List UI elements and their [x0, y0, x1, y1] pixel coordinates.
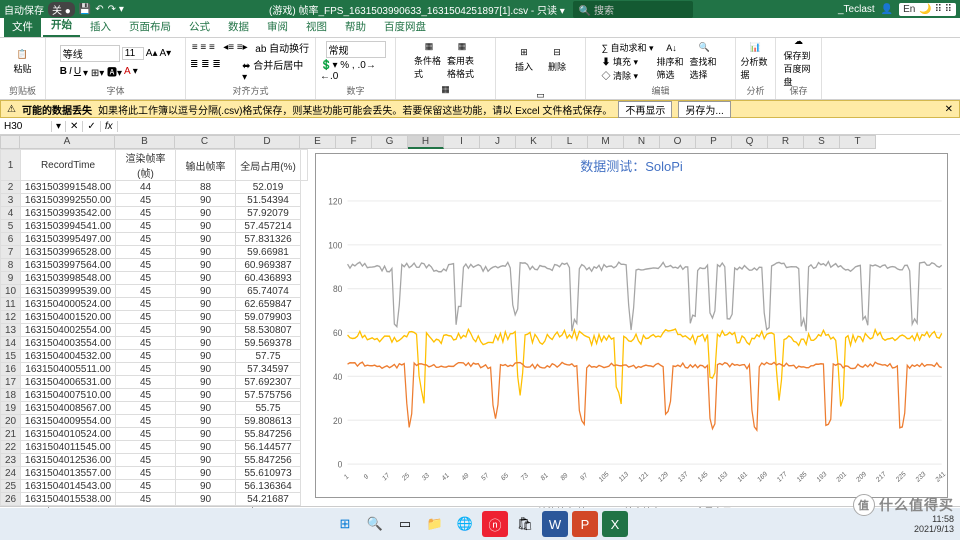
delete-button[interactable]: ⊟删除 [542, 40, 572, 80]
svg-text:60: 60 [333, 328, 342, 339]
explorer-icon[interactable]: 📁 [422, 511, 448, 537]
warning-icon: ⚠ [7, 104, 16, 115]
svg-text:20: 20 [333, 415, 342, 426]
edge-icon[interactable]: 🌐 [452, 511, 478, 537]
redo-icon[interactable]: ↷ ▾ [108, 4, 124, 15]
svg-text:25: 25 [401, 472, 411, 483]
svg-text:153: 153 [717, 470, 729, 484]
watermark: 值什么值得买 [853, 494, 954, 516]
tab-开始[interactable]: 开始 [43, 14, 80, 37]
insert-button[interactable]: ⊞插入 [509, 40, 539, 80]
find-button[interactable]: 🔍查找和选择 [689, 42, 719, 82]
svg-text:185: 185 [796, 470, 808, 484]
task-view-icon[interactable]: ▭ [392, 511, 418, 537]
svg-text:65: 65 [500, 472, 510, 483]
svg-text:137: 137 [677, 470, 689, 484]
tab-插入[interactable]: 插入 [82, 16, 119, 37]
start-icon[interactable]: ⊞ [332, 511, 358, 537]
svg-text:17: 17 [381, 472, 391, 483]
svg-text:129: 129 [657, 470, 669, 484]
ribbon: 📋粘贴 剪贴板 等线11A▴A▾ B I U ▾ ⊞▾ 🅰▾ A▾ 字体 ≡ ≡… [0, 38, 960, 100]
svg-text:9: 9 [363, 473, 370, 481]
app-icon[interactable]: ⓝ [482, 511, 508, 537]
svg-text:177: 177 [776, 470, 788, 484]
svg-text:241: 241 [935, 470, 947, 484]
file-name: (游戏) 帧率_FPS_1631503990633_1631504251897[… [269, 2, 565, 17]
svg-text:105: 105 [598, 470, 610, 484]
svg-text:33: 33 [421, 472, 431, 483]
tab-页面布局[interactable]: 页面布局 [121, 16, 179, 37]
svg-text:100: 100 [328, 240, 342, 251]
svg-text:209: 209 [855, 470, 867, 484]
ribbon-tabs: 文件开始插入页面布局公式数据审阅视图帮助百度网盘 [0, 18, 960, 38]
format-button[interactable]: ▭格式 [526, 83, 556, 100]
svg-text:193: 193 [816, 470, 828, 484]
fx-icon[interactable]: fx [101, 121, 118, 132]
cell-style-button[interactable]: ▦单元格样式 [431, 83, 461, 100]
svg-text:161: 161 [737, 470, 749, 484]
svg-text:145: 145 [697, 470, 709, 484]
sort-button[interactable]: A↓排序和筛选 [656, 42, 686, 82]
tab-审阅[interactable]: 审阅 [259, 16, 296, 37]
tab-公式[interactable]: 公式 [181, 16, 218, 37]
svg-text:40: 40 [333, 371, 342, 382]
store-icon[interactable]: 🛍 [512, 511, 538, 537]
svg-text:89: 89 [560, 472, 570, 483]
user-name[interactable]: _Teclast [838, 4, 875, 15]
table-format-button[interactable]: ▦套用表格格式 [447, 40, 477, 80]
svg-text:57: 57 [481, 472, 491, 483]
paste-button[interactable]: 📋粘贴 [8, 42, 38, 82]
close-warning-icon[interactable]: ✕ [945, 104, 953, 115]
search-icon[interactable]: 🔍 [362, 511, 388, 537]
ppt-icon[interactable]: P [572, 511, 598, 537]
svg-text:225: 225 [895, 470, 907, 484]
number-format[interactable]: 常规 [326, 41, 386, 58]
svg-text:97: 97 [580, 472, 590, 483]
svg-text:121: 121 [638, 470, 650, 484]
taskbar: ⊞ 🔍 ▭ 📁 🌐 ⓝ 🛍 W P X 11:58 2021/9/13 [0, 508, 960, 540]
autosave-label: 自动保存 [4, 2, 44, 17]
svg-text:1: 1 [343, 473, 350, 481]
svg-text:120: 120 [328, 196, 342, 207]
chart-title: 数据测试：SoloPi [316, 154, 947, 177]
excel-icon[interactable]: X [602, 511, 628, 537]
warning-bar: ⚠ 可能的数据丢失 如果将此工作簿以逗号分隔(.csv)格式保存，则某些功能可能… [0, 100, 960, 118]
save-icon[interactable]: 💾 [79, 4, 91, 15]
ime-indicator[interactable]: En 🌙 ⠿ ⠿ [899, 3, 956, 16]
tab-帮助[interactable]: 帮助 [337, 16, 374, 37]
user-avatar-icon[interactable]: 👤 [881, 4, 893, 15]
chart[interactable]: 数据测试：SoloPi 0204060801001201917253341495… [315, 153, 948, 498]
svg-text:217: 217 [875, 470, 887, 484]
font-name[interactable]: 等线 [60, 45, 120, 62]
svg-text:49: 49 [461, 472, 471, 483]
dismiss-button[interactable]: 不再显示 [618, 101, 672, 118]
svg-text:80: 80 [333, 284, 342, 295]
search-box[interactable]: 🔍 搜索 [573, 1, 693, 18]
svg-text:233: 233 [915, 470, 927, 484]
word-icon[interactable]: W [542, 511, 568, 537]
tab-文件[interactable]: 文件 [4, 16, 41, 37]
svg-text:201: 201 [836, 470, 848, 484]
tab-数据[interactable]: 数据 [220, 16, 257, 37]
svg-text:73: 73 [520, 472, 530, 483]
worksheet[interactable]: ABCDEFGHIJKLMNOPQRST 1RecordTime渲染帧率(帧)输… [0, 135, 960, 506]
undo-icon[interactable]: ↶ [95, 4, 103, 15]
svg-text:113: 113 [618, 471, 630, 484]
svg-text:41: 41 [441, 472, 451, 483]
formula-bar: H30 ▾ ✕ ✓ fx [0, 118, 960, 135]
baidu-button[interactable]: ☁保存到百度网盘 [784, 42, 814, 82]
svg-text:0: 0 [338, 459, 343, 470]
tab-百度网盘[interactable]: 百度网盘 [376, 16, 434, 37]
saveas-button[interactable]: 另存为... [678, 101, 730, 118]
font-size[interactable]: 11 [122, 47, 144, 60]
svg-text:169: 169 [756, 470, 768, 484]
tab-视图[interactable]: 视图 [298, 16, 335, 37]
cond-format-button[interactable]: ▦条件格式 [414, 40, 444, 80]
analyze-button[interactable]: 📊分析数据 [741, 42, 771, 82]
svg-text:81: 81 [540, 472, 550, 483]
name-box[interactable]: H30 [0, 121, 52, 132]
